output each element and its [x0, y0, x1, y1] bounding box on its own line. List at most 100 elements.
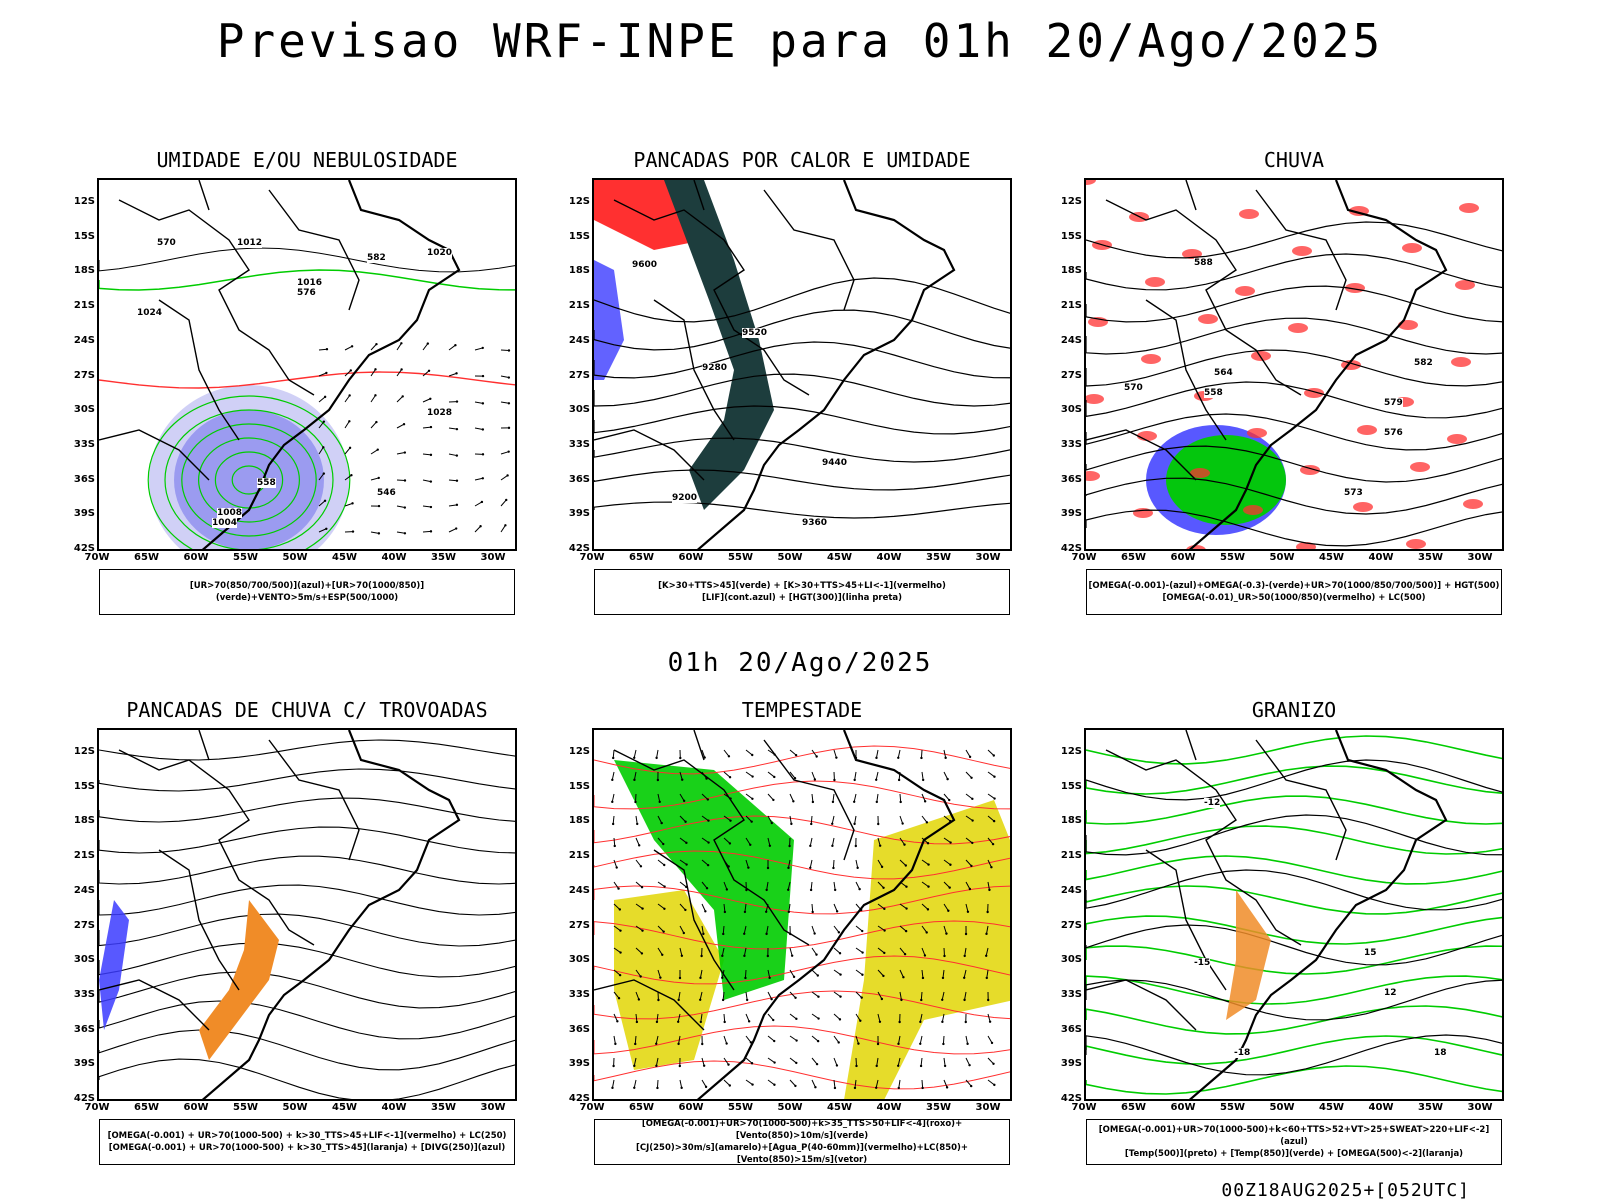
wind-vector: [397, 480, 405, 481]
wind-vector: [501, 500, 506, 506]
wind-vector-head: [430, 454, 432, 456]
wind850-vector-head: [861, 974, 863, 976]
wind850-vector-head: [744, 977, 746, 979]
temp850-contour: [1086, 1066, 1504, 1094]
legend-line: [OMEGA(-0.01)_UR>50(1000/850)(vermelho) …: [1087, 592, 1501, 604]
lon-tick-label: 30W: [1468, 552, 1493, 563]
wind850-vector-head: [902, 976, 904, 978]
wind850-vector-head: [633, 1065, 635, 1067]
wind850-vector-head: [876, 1065, 878, 1067]
divg-blue-area: [99, 900, 129, 1030]
wind850-vector-head: [965, 933, 967, 935]
wind850-vector-head: [729, 842, 731, 844]
wind850-vector-head: [751, 775, 753, 777]
omega-red-patch: [1357, 425, 1377, 435]
wind850-vector-head: [817, 974, 819, 976]
wind850-vector-head: [942, 1043, 944, 1045]
wind850-vector-head: [970, 865, 972, 867]
wind850-vector-head: [788, 911, 790, 913]
lon-tick-label: 35W: [926, 1102, 951, 1113]
contour-value-label: 1028: [427, 408, 452, 418]
contour-value-label: 9360: [802, 518, 827, 528]
page-title: Previsao WRF-INPE para 01h 20/Ago/2025: [0, 14, 1600, 68]
wind850-vector-head: [639, 975, 641, 977]
omega-red-patch: [1186, 545, 1206, 551]
lat-tick-label: 30S: [556, 954, 590, 965]
wind850-vector-head: [662, 843, 664, 845]
wind850-vector-head: [765, 933, 767, 935]
wind-vector-head: [504, 524, 506, 526]
panel-legend-1: [UR>70(850/700/500)](azul)+[UR>70(1000/8…: [99, 569, 515, 615]
lon-tick-label: 65W: [134, 1102, 159, 1113]
wind850-vector-head: [771, 822, 773, 824]
wind850-vector-head: [969, 888, 971, 890]
lat-tick-label: 24S: [1048, 885, 1082, 896]
wind-vector: [371, 450, 378, 454]
hgt300-contour: [594, 470, 1012, 490]
wind850-vector-head: [927, 885, 929, 887]
wind850-vector-head: [790, 823, 792, 825]
wind850-vector-head: [655, 757, 657, 759]
contour-value-label: 1016: [297, 278, 322, 288]
wind850-vector-head: [853, 779, 855, 781]
contour-value-label: 1008: [217, 508, 242, 518]
wind850-vector-head: [641, 952, 643, 954]
wind850-vector-head: [879, 845, 881, 847]
contour-value-label: 573: [1344, 488, 1363, 498]
contour-value-label: 582: [367, 253, 386, 263]
wind850-vector-head: [679, 977, 681, 979]
wind850-vector-head: [812, 801, 814, 803]
lon-tick-label: 50W: [283, 552, 308, 563]
wind850-vector-head: [721, 977, 723, 979]
contour-value-label: 558: [257, 478, 276, 488]
lon-tick-label: 40W: [382, 552, 407, 563]
wind850-vector-head: [659, 801, 661, 803]
wind850-vector-head: [619, 929, 621, 931]
wind850-vector-head: [853, 801, 855, 803]
lat-tick-label: 39S: [556, 1058, 590, 1069]
wind-vector-head: [430, 506, 432, 508]
lat-tick-label: 21S: [1048, 300, 1082, 311]
lat-tick-label: 39S: [61, 508, 95, 519]
wind850-vector-head: [705, 1086, 707, 1088]
wind850-vector-head: [947, 910, 949, 912]
wind850-vector-head: [661, 954, 663, 956]
wind-vector-head: [348, 394, 350, 396]
panel-title-5: TEMPESTADE: [592, 698, 1012, 722]
wind850-vector-head: [662, 930, 664, 932]
contour-value-label: 570: [157, 238, 176, 248]
wind-vector-head: [508, 402, 510, 404]
lon-tick-label: 40W: [1369, 552, 1394, 563]
wind850-vector-head: [795, 1039, 797, 1041]
wind-vector-head: [378, 532, 380, 534]
lon-tick-label: 55W: [728, 1102, 753, 1113]
wind850-vector-head: [810, 889, 812, 891]
wind850-vector: [832, 816, 834, 824]
wind850-vector-head: [619, 908, 621, 910]
wind-vector: [319, 349, 327, 350]
lat-tick-label: 39S: [556, 508, 590, 519]
wind-vector: [449, 428, 457, 429]
wind850-vector-head: [858, 888, 860, 890]
wind850-vector: [856, 882, 860, 889]
wind850-vector-head: [612, 757, 614, 759]
lat-tick-label: 21S: [61, 300, 95, 311]
wind850-vector-head: [839, 973, 841, 975]
lat-tick-label: 24S: [61, 885, 95, 896]
lon-tick-label: 50W: [283, 1102, 308, 1113]
wind850-vector: [810, 860, 812, 868]
wind850-vector-head: [681, 778, 683, 780]
wind850-vector-head: [656, 1021, 658, 1023]
omega-red-patch: [1406, 539, 1426, 549]
temp500-contour: [1086, 925, 1504, 965]
wind850-vector: [612, 1080, 614, 1088]
panel-title-6: GRANIZO: [1084, 698, 1504, 722]
wind850-vector-head: [985, 955, 987, 957]
wind850-vector-head: [723, 1021, 725, 1023]
wind850-vector-head: [946, 778, 948, 780]
panel-title-4: PANCADAS DE CHUVA C/ TROVOADAS: [97, 698, 517, 722]
wind850-vector-head: [839, 1018, 841, 1020]
wind-vector: [371, 344, 376, 350]
wind850-vector-head: [793, 976, 795, 978]
wind850-vector-head: [900, 999, 902, 1001]
